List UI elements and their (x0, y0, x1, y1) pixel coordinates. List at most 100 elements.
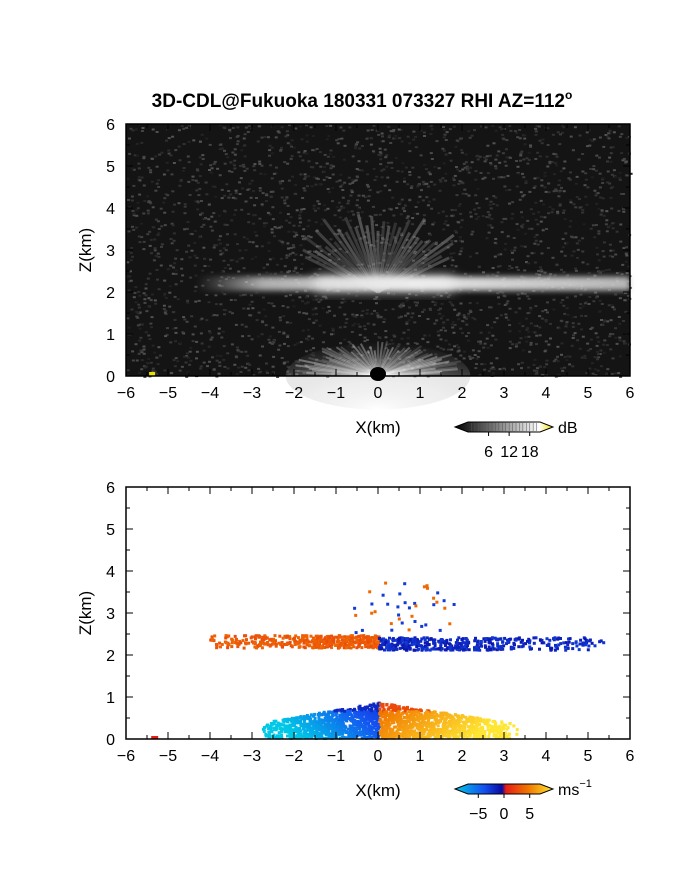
noise-pixel (247, 213, 251, 215)
noise-pixel (593, 274, 597, 277)
intensity-xtick-label: −2 (285, 385, 303, 402)
noise-pixel (177, 202, 181, 205)
noise-pixel (534, 133, 538, 136)
noise-pixel (266, 136, 270, 139)
noise-pixel (348, 182, 352, 185)
velocity-point (336, 728, 340, 732)
noise-pixel (185, 300, 189, 303)
velocity-point (585, 641, 589, 645)
noise-pixel (171, 224, 175, 227)
noise-pixel (144, 294, 148, 297)
noise-pixel (453, 308, 457, 311)
velocity-point (272, 719, 276, 723)
noise-pixel (489, 163, 493, 166)
noise-pixel (299, 244, 303, 247)
noise-pixel (368, 215, 372, 218)
noise-pixel (341, 298, 345, 301)
noise-pixel (169, 264, 173, 267)
intensity-xtick-label: 0 (374, 385, 383, 402)
noise-pixel (463, 272, 467, 275)
noise-pixel (137, 167, 141, 170)
noise-pixel (157, 288, 161, 291)
noise-pixel (187, 180, 191, 183)
noise-pixel (514, 311, 518, 314)
noise-pixel (519, 152, 523, 155)
velocity-point (334, 644, 338, 647)
velocity-point (318, 712, 321, 716)
velocity-point (587, 639, 591, 643)
noise-pixel (511, 212, 515, 215)
velocity-point (593, 644, 597, 648)
velocity-point (325, 736, 329, 740)
noise-pixel (172, 327, 176, 330)
noise-pixel (423, 292, 427, 295)
noise-pixel (308, 250, 312, 253)
noise-pixel (389, 130, 393, 133)
noise-pixel (611, 357, 615, 360)
velocity-point (522, 642, 526, 646)
noise-pixel (139, 336, 143, 339)
noise-pixel (250, 338, 254, 341)
noise-pixel (466, 169, 470, 172)
velocity-point (313, 727, 317, 730)
noise-pixel (259, 172, 263, 175)
velocity-point (505, 638, 509, 642)
noise-pixel (501, 152, 505, 155)
noise-pixel (485, 155, 489, 158)
noise-pixel (556, 210, 560, 213)
velocity-point (318, 720, 322, 724)
noise-pixel (622, 157, 626, 160)
velocity-point (338, 716, 342, 720)
noise-pixel (248, 240, 252, 243)
velocity-point (307, 722, 311, 726)
velocity-point (412, 648, 416, 652)
velocity-point (274, 642, 278, 646)
noise-pixel (435, 140, 439, 143)
noise-pixel (520, 216, 524, 219)
noise-pixel (569, 220, 573, 223)
noise-pixel (294, 127, 298, 130)
noise-pixel (142, 212, 146, 215)
velocity-point (482, 637, 486, 641)
noise-pixel (185, 227, 189, 230)
noise-pixel (291, 251, 295, 254)
velocity-point (286, 635, 290, 639)
intensity-xtick-label: −3 (243, 385, 261, 402)
velocity-point (358, 716, 362, 720)
noise-pixel (462, 357, 466, 360)
intensity-xtick-label: −5 (159, 385, 177, 402)
noise-pixel (422, 222, 426, 225)
noise-pixel (556, 345, 560, 348)
noise-pixel (455, 344, 459, 347)
noise-pixel (598, 270, 602, 273)
noise-pixel (469, 215, 473, 218)
noise-pixel (224, 153, 228, 156)
noise-pixel (171, 190, 175, 193)
noise-pixel (182, 143, 186, 146)
noise-pixel (132, 228, 136, 231)
noise-pixel (304, 302, 308, 305)
noise-pixel (215, 314, 219, 317)
noise-pixel (149, 202, 153, 205)
noise-pixel (508, 202, 511, 205)
noise-pixel (483, 342, 487, 345)
noise-pixel (454, 240, 458, 243)
velocity-point (286, 734, 289, 738)
noise-pixel (574, 269, 578, 272)
noise-pixel (390, 339, 394, 342)
noise-pixel (305, 134, 309, 137)
noise-pixel (148, 201, 152, 204)
noise-pixel (270, 146, 274, 149)
noise-pixel (408, 171, 412, 173)
velocity-point (279, 723, 283, 727)
velocity-point (492, 734, 496, 738)
noise-pixel (503, 185, 507, 188)
noise-pixel (323, 295, 327, 298)
noise-pixel (563, 254, 567, 257)
noise-pixel (622, 210, 626, 213)
noise-pixel (138, 193, 142, 196)
velocity-point (286, 729, 290, 733)
velocity-point (499, 644, 503, 648)
noise-pixel (382, 252, 386, 255)
